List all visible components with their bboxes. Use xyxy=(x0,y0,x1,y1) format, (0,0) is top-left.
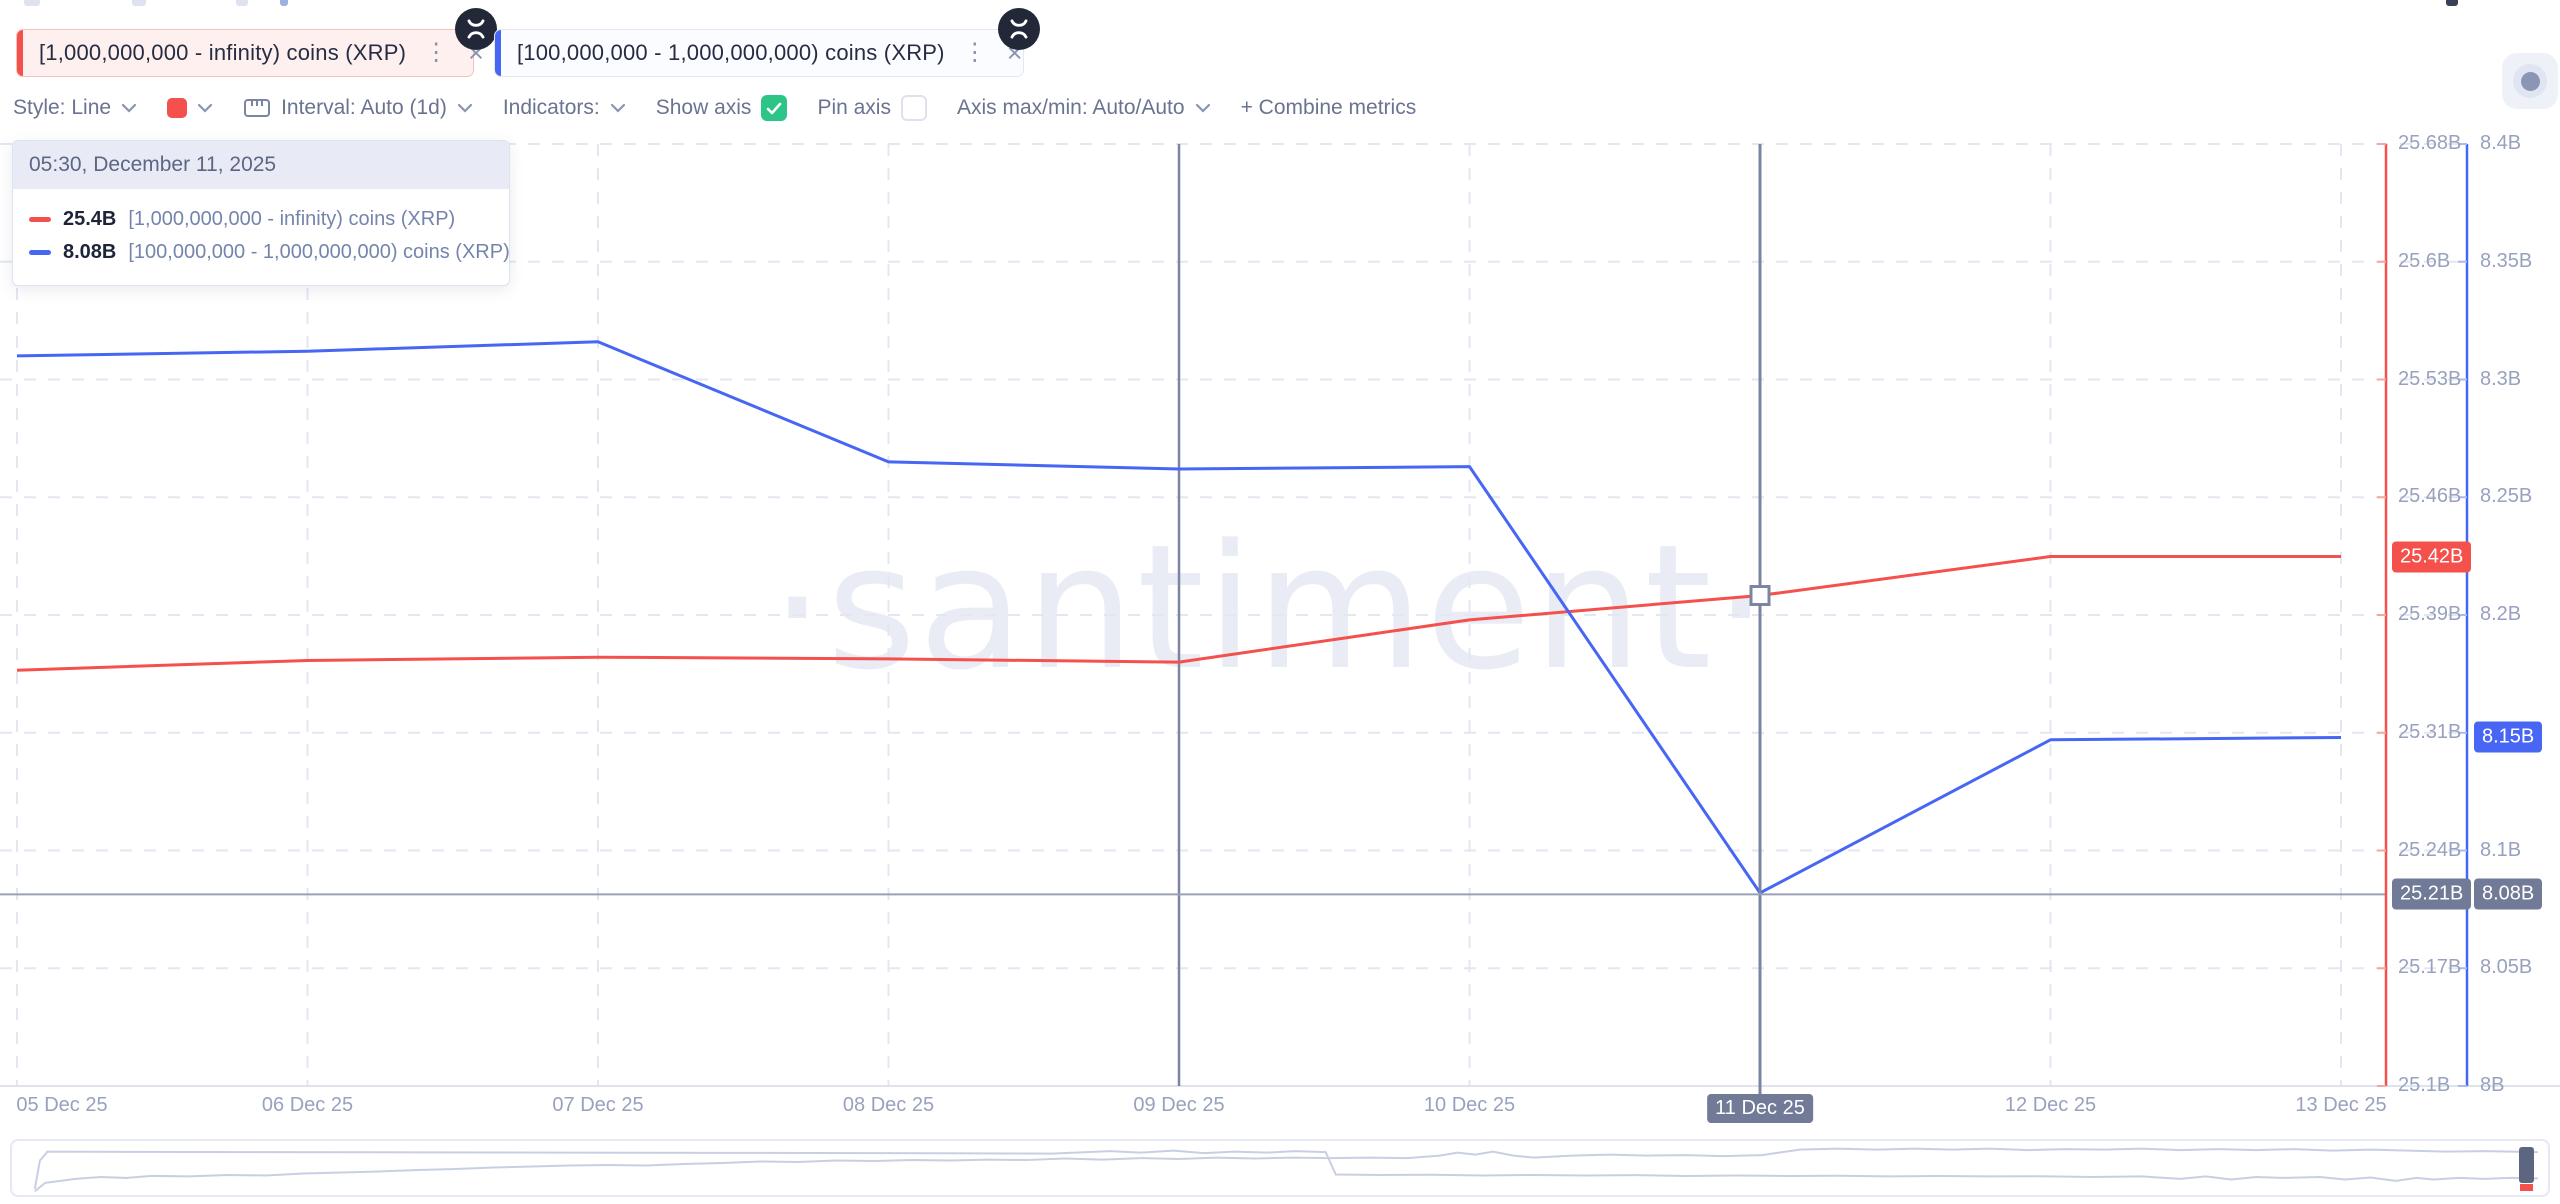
chevron-down-icon xyxy=(610,103,625,113)
right-axis-tick-label: 8.4B xyxy=(2480,132,2522,154)
chevron-down-icon xyxy=(457,103,472,113)
chevron-down-icon xyxy=(121,103,137,113)
chevron-down-icon xyxy=(1195,103,1210,113)
right-axis-tick-label: 8.05B xyxy=(2480,956,2533,979)
clipped-ui-fragment xyxy=(236,0,248,6)
tooltip-metric-label: [1,000,000,000 - infinity) coins (XRP) xyxy=(128,208,456,230)
x-axis-label: 07 Dec 25 xyxy=(552,1094,644,1116)
tooltip-value: 8.08B xyxy=(63,241,117,263)
right-axis-tick-label: 8.3B xyxy=(2480,367,2522,390)
left-axis-tick-label: 25.53B xyxy=(2398,367,2462,390)
combine-metrics-label: + Combine metrics xyxy=(1240,96,1417,119)
x-axis-label: 08 Dec 25 xyxy=(842,1094,935,1116)
ruler-icon xyxy=(244,99,271,117)
range-selection-marker xyxy=(2520,1184,2533,1191)
metric-tab-label: [100,000,000 - 1,000,000,000) coins (XRP… xyxy=(517,40,945,65)
right-axis-tick-label: 8B xyxy=(2480,1074,2505,1096)
left-axis-tick-label: 25.17B xyxy=(2398,956,2462,979)
santiment-watermark: ·santiment· xyxy=(770,507,1771,708)
x-axis-label: 10 Dec 25 xyxy=(1423,1094,1516,1116)
last-value-badge-red: 25.42B xyxy=(2392,541,2472,573)
metric-tab-label: [1,000,000,000 - infinity) coins (XRP) xyxy=(39,40,407,65)
tooltip-timestamp: 05:30, December 11, 2025 xyxy=(13,141,509,189)
right-axis-tick-label: 8.2B xyxy=(2480,603,2522,625)
record-dot-icon xyxy=(2513,64,2547,98)
metric-menu-icon[interactable]: ⋮ xyxy=(424,39,449,66)
left-axis-tick-label: 25.24B xyxy=(2398,838,2462,861)
left-axis-tick-label: 25.31B xyxy=(2398,720,2462,743)
left-axis-tick-label: 25.68B xyxy=(2398,132,2462,154)
pin-axis-label: Pin axis xyxy=(817,96,891,119)
metric-color-bar xyxy=(495,30,501,76)
clipped-ui-fragment xyxy=(132,0,146,6)
xrp-logo-icon xyxy=(1010,19,1028,39)
combine-metrics-button[interactable]: + Combine metrics xyxy=(1241,96,1417,120)
minimap-preview xyxy=(12,1141,2548,1195)
metric-color-bar xyxy=(17,30,23,76)
check-icon xyxy=(767,102,782,114)
x-axis-label-active: 11 Dec 25 xyxy=(1707,1094,1813,1123)
metric-tab-2[interactable]: [100,000,000 - 1,000,000,000) coins (XRP… xyxy=(494,29,1024,77)
tooltip-row: 8.08B [100,000,000 - 1,000,000,000) coin… xyxy=(29,236,510,269)
right-axis-tick-label: 8.1B xyxy=(2480,838,2522,861)
chart-focus-button[interactable] xyxy=(2502,53,2558,109)
clipped-ui-fragment xyxy=(24,0,40,6)
left-axis-tick-label: 25.6B xyxy=(2398,249,2451,272)
right-axis-tick-label: 8.35B xyxy=(2480,249,2533,272)
metric-tab-1[interactable]: [1,000,000,000 - infinity) coins (XRP) ⋮… xyxy=(16,29,484,77)
axis-maxmin-dropdown[interactable]: Axis max/min: Auto/Auto xyxy=(957,96,1211,120)
xrp-logo-badge[interactable] xyxy=(998,8,1040,50)
series-color-dash xyxy=(29,217,51,222)
show-axis-checkbox[interactable] xyxy=(761,95,788,121)
x-axis-label: 12 Dec 25 xyxy=(2004,1094,2097,1116)
metric-color-swatch[interactable] xyxy=(167,98,188,118)
clipped-ui-fragment xyxy=(280,0,288,6)
range-selector-handle[interactable] xyxy=(2519,1147,2534,1183)
x-axis-label: 13 Dec 25 xyxy=(2295,1094,2387,1116)
indicators-dropdown[interactable]: Indicators: xyxy=(503,96,626,120)
right-axis-tick-label: 8.25B xyxy=(2480,485,2533,508)
left-axis-tick-label: 25.39B xyxy=(2398,603,2462,625)
axis-maxmin-label: Axis max/min: Auto/Auto xyxy=(956,96,1185,119)
last-value-badge-blue: 8.15B xyxy=(2474,721,2543,753)
series-color-dash xyxy=(29,250,51,255)
x-axis-label: 06 Dec 25 xyxy=(261,1094,354,1116)
color-dropdown[interactable] xyxy=(167,98,213,118)
minimap-series-line-0 xyxy=(35,1151,2538,1189)
minimap-series-line-1 xyxy=(35,1149,2538,1192)
tooltip-row: 25.4B [1,000,000,000 - infinity) coins (… xyxy=(29,203,493,236)
metric-menu-icon[interactable]: ⋮ xyxy=(962,39,987,66)
history-minimap[interactable] xyxy=(10,1139,2550,1197)
tooltip-value: 25.4B xyxy=(63,208,117,230)
show-axis-label: Show axis xyxy=(655,96,752,119)
show-axis-toggle[interactable]: Show axis xyxy=(656,95,788,121)
interval-dropdown[interactable]: Interval: Auto (1d) xyxy=(243,96,473,120)
style-dropdown[interactable]: Style: Line xyxy=(13,96,137,120)
tooltip-metric-label: [100,000,000 - 1,000,000,000) coins (XRP… xyxy=(128,241,510,263)
xrp-logo-icon xyxy=(467,19,485,39)
pin-axis-toggle[interactable]: Pin axis xyxy=(817,95,927,121)
x-axis-label: 05 Dec 25 xyxy=(16,1094,108,1116)
indicators-label: Indicators: xyxy=(502,96,600,119)
interval-label: Interval: Auto (1d) xyxy=(281,96,447,119)
chevron-down-icon xyxy=(197,103,213,113)
style-label: Style: Line xyxy=(13,96,112,119)
x-axis-label: 09 Dec 25 xyxy=(1133,1094,1225,1116)
left-axis-tick-label: 25.46B xyxy=(2398,485,2462,508)
xrp-logo-badge[interactable] xyxy=(455,8,497,50)
pin-axis-checkbox[interactable] xyxy=(900,95,927,121)
left-axis-tick-label: 25.1B xyxy=(2398,1074,2451,1096)
chart-tooltip: 05:30, December 11, 2025 25.4B [1,000,00… xyxy=(12,140,510,286)
chart-toolbar: Style: Line Interval: Auto (1d) Indicato… xyxy=(13,92,1416,124)
crosshair-value-badge-right: 8.08B xyxy=(2474,878,2543,910)
crosshair-value-badge-left: 25.21B xyxy=(2392,878,2472,910)
clipped-ui-fragment xyxy=(2446,0,2458,6)
